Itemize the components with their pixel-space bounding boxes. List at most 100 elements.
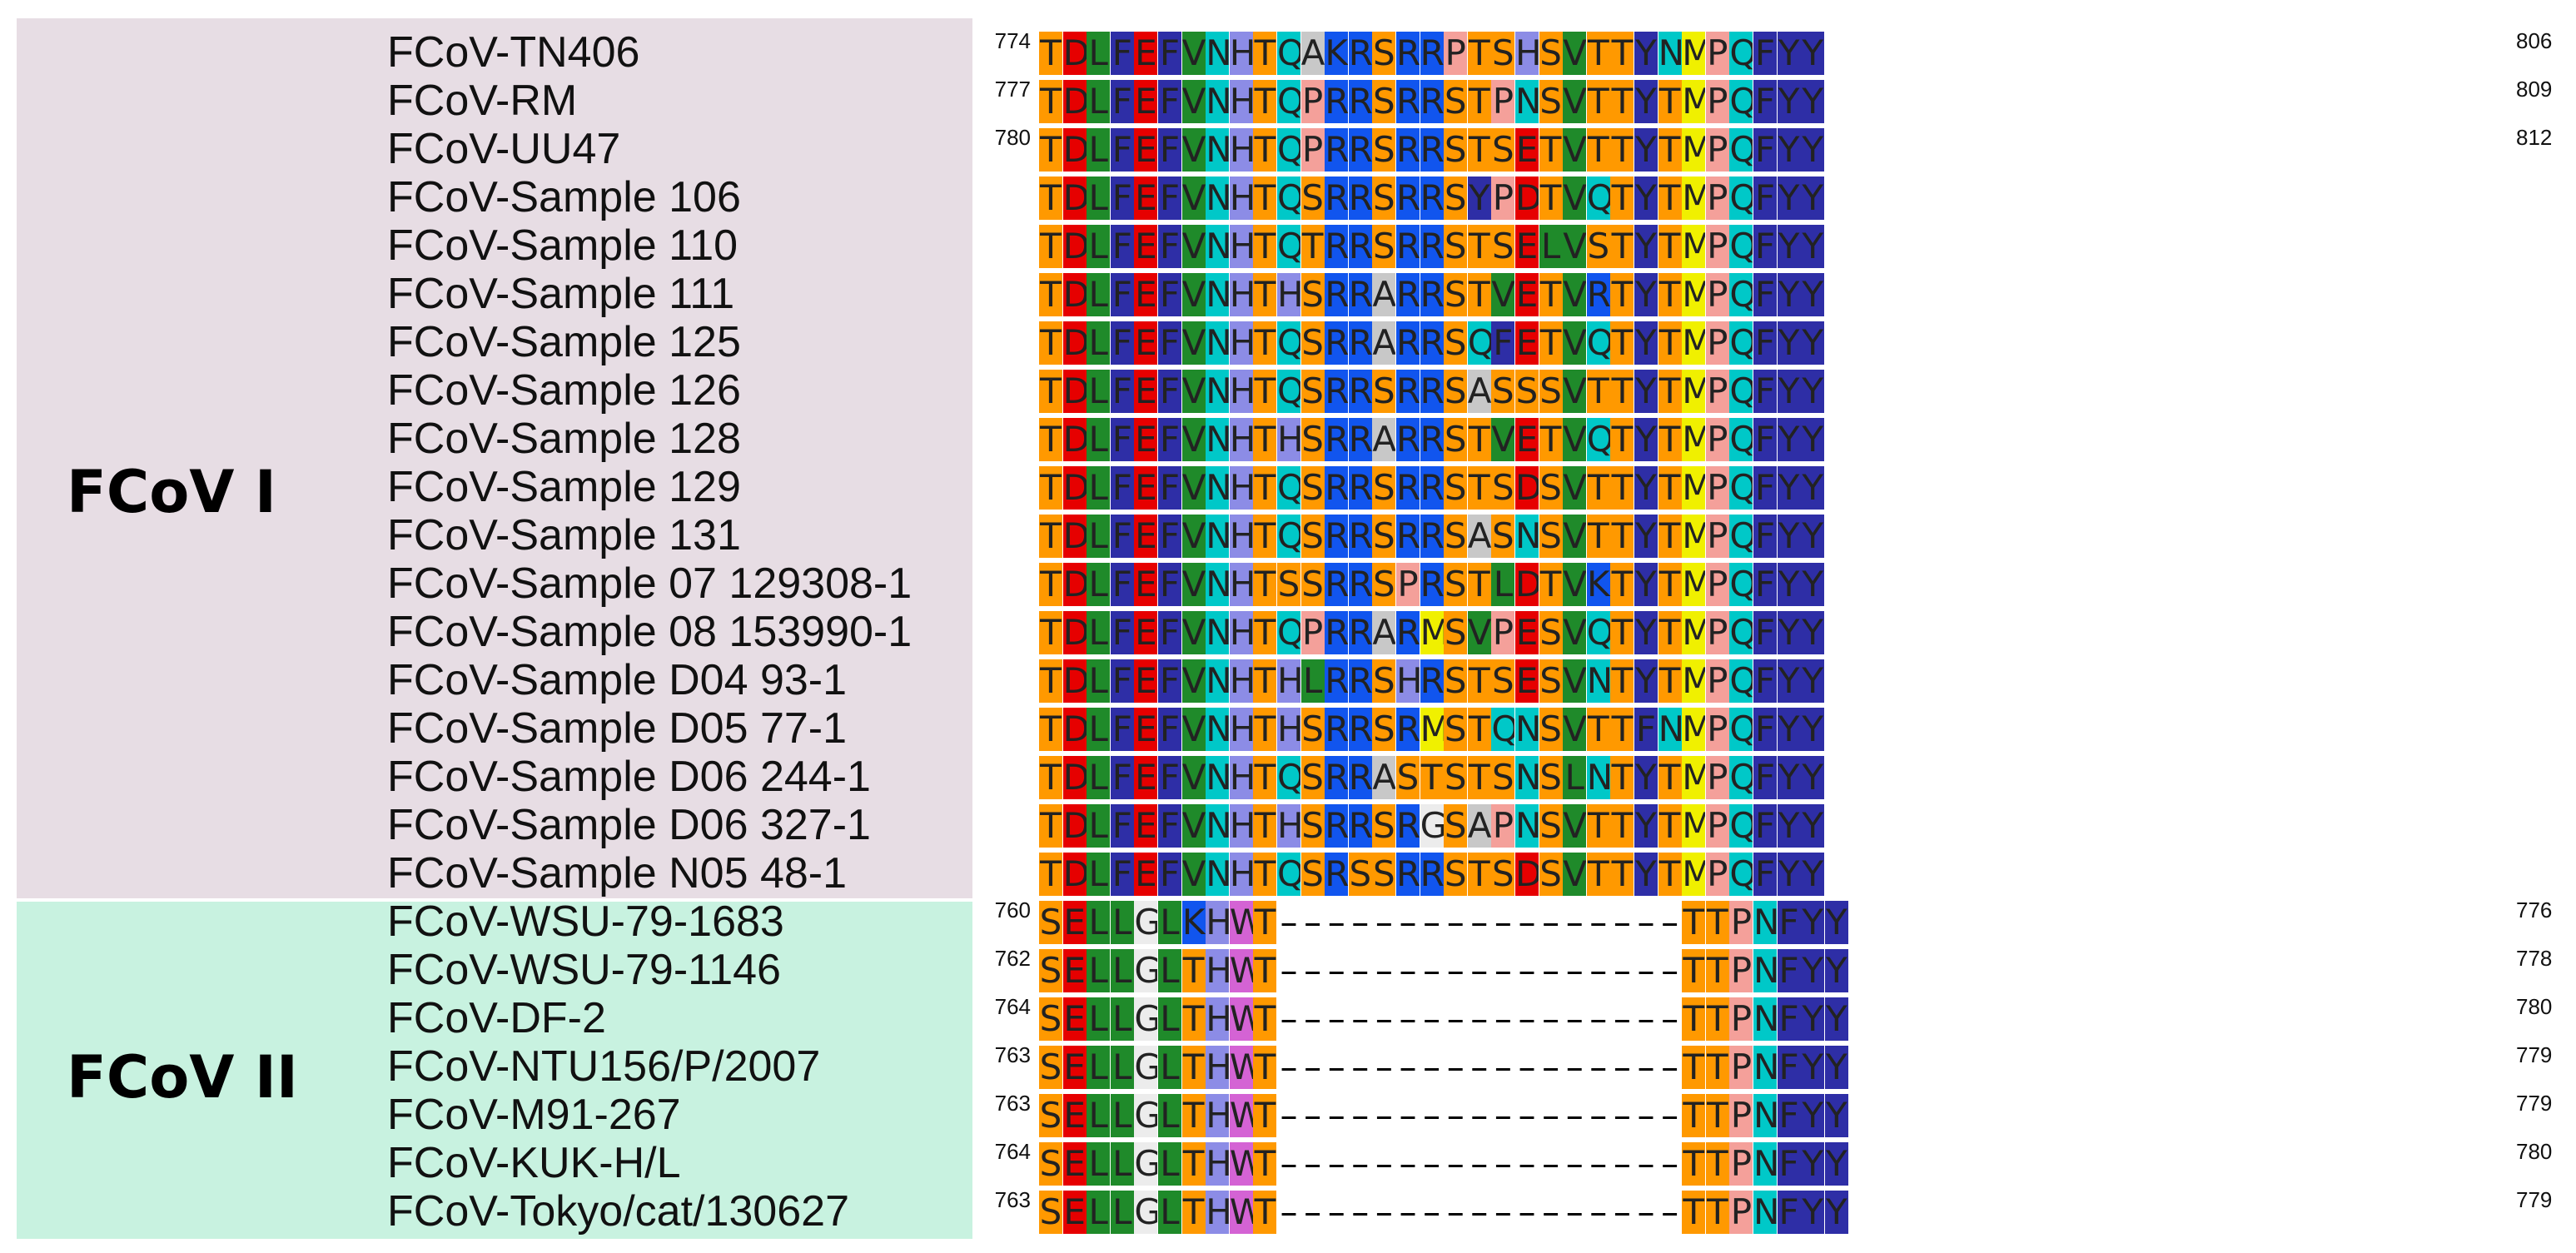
gap: –	[1375, 998, 1393, 1039]
residue: G	[1134, 901, 1158, 944]
residue: N	[1206, 853, 1230, 896]
residue: L	[1563, 756, 1587, 799]
residue: Y	[1634, 756, 1658, 799]
gap: –	[1565, 1095, 1584, 1136]
residue: T	[1610, 756, 1634, 799]
residue: F	[1753, 321, 1777, 365]
residue: F	[1753, 128, 1777, 172]
residue: T	[1610, 177, 1634, 220]
residue: F	[1110, 128, 1134, 172]
residue: N	[1206, 659, 1230, 703]
gap: –	[1613, 1095, 1631, 1136]
residue: L	[1087, 321, 1111, 365]
residue: V	[1563, 611, 1587, 654]
residue: P	[1705, 804, 1729, 848]
gap: –	[1589, 902, 1608, 942]
residue: V	[1181, 611, 1206, 654]
residue: Y	[1801, 370, 1825, 413]
residue: Y	[1634, 804, 1658, 848]
residue: N	[1206, 756, 1230, 799]
residue: T	[1039, 804, 1062, 848]
residue: P	[1491, 804, 1515, 848]
residue: T	[1658, 321, 1682, 365]
gap: –	[1470, 998, 1489, 1039]
gap: –	[1327, 950, 1345, 991]
residue: Y	[1777, 177, 1801, 220]
residue: Y	[1801, 80, 1825, 123]
gap: –	[1327, 1047, 1345, 1087]
residue: S	[1491, 853, 1515, 896]
residue: F	[1110, 611, 1134, 654]
residue: Y	[1777, 128, 1801, 172]
residue: T	[1467, 853, 1491, 896]
residue: S	[1300, 563, 1325, 606]
residue: F	[1753, 273, 1777, 316]
residue: Y	[1777, 611, 1801, 654]
residue: S	[1372, 128, 1396, 172]
residue: R	[1396, 708, 1420, 751]
residue: H	[1206, 949, 1230, 992]
start-position: 774	[994, 28, 1031, 53]
residue: E	[1134, 273, 1158, 316]
residue: H	[1229, 466, 1253, 510]
residue: T	[1253, 370, 1277, 413]
residue: V	[1563, 273, 1587, 316]
gap: –	[1589, 950, 1608, 991]
residue: F	[1777, 1191, 1801, 1234]
residue: N	[1753, 1142, 1777, 1186]
residue: Q	[1729, 708, 1753, 751]
residue: Y	[1777, 804, 1801, 848]
residue: E	[1134, 756, 1158, 799]
gap: –	[1327, 1143, 1345, 1184]
residue: F	[1158, 370, 1181, 413]
residue: T	[1658, 756, 1682, 799]
start-position: 764	[994, 994, 1031, 1019]
residue: V	[1563, 563, 1587, 606]
residue: H	[1229, 756, 1253, 799]
residue: Y	[1777, 708, 1801, 751]
residue: S	[1586, 225, 1610, 268]
residue: T	[1586, 466, 1610, 510]
gap: –	[1661, 1047, 1679, 1087]
residue: F	[1110, 756, 1134, 799]
residue: N	[1206, 177, 1230, 220]
residue: Y	[1634, 225, 1658, 268]
residue: F	[1110, 563, 1134, 606]
residue: F	[1110, 853, 1134, 896]
gap: –	[1518, 1143, 1536, 1184]
residue: L	[1491, 563, 1515, 606]
gap: –	[1375, 1095, 1393, 1136]
residue: T	[1586, 370, 1610, 413]
residue: T	[1300, 225, 1325, 268]
residue: Y	[1801, 1046, 1825, 1089]
gap: –	[1375, 1191, 1393, 1232]
gap: –	[1637, 998, 1655, 1039]
residue: H	[1206, 1191, 1230, 1234]
gap: –	[1565, 998, 1584, 1039]
residue: F	[1158, 515, 1181, 558]
residue: H	[1277, 708, 1300, 751]
residue: S	[1444, 804, 1468, 848]
sequence-name: FCoV-Sample 08 153990-1	[387, 608, 913, 656]
start-position: 780	[994, 125, 1031, 150]
residue: S	[1444, 466, 1468, 510]
gap: –	[1351, 950, 1370, 991]
sequence-name: FCoV-Sample 126	[387, 366, 741, 415]
residue: Q	[1277, 611, 1300, 654]
residue: Y	[1634, 32, 1658, 75]
residue: T	[1467, 659, 1491, 703]
gap: –	[1351, 1095, 1370, 1136]
gap: –	[1446, 902, 1465, 942]
residue: T	[1658, 611, 1682, 654]
gap: –	[1399, 1191, 1417, 1232]
residue: T	[1610, 515, 1634, 558]
residue: R	[1325, 659, 1349, 703]
residue: V	[1563, 515, 1587, 558]
residue: Y	[1634, 177, 1658, 220]
residue: R	[1348, 804, 1372, 848]
residue: H	[1515, 32, 1539, 75]
gap: –	[1304, 1047, 1322, 1087]
residue: T	[1682, 1094, 1706, 1137]
residue: R	[1348, 563, 1372, 606]
residue: E	[1515, 418, 1539, 461]
